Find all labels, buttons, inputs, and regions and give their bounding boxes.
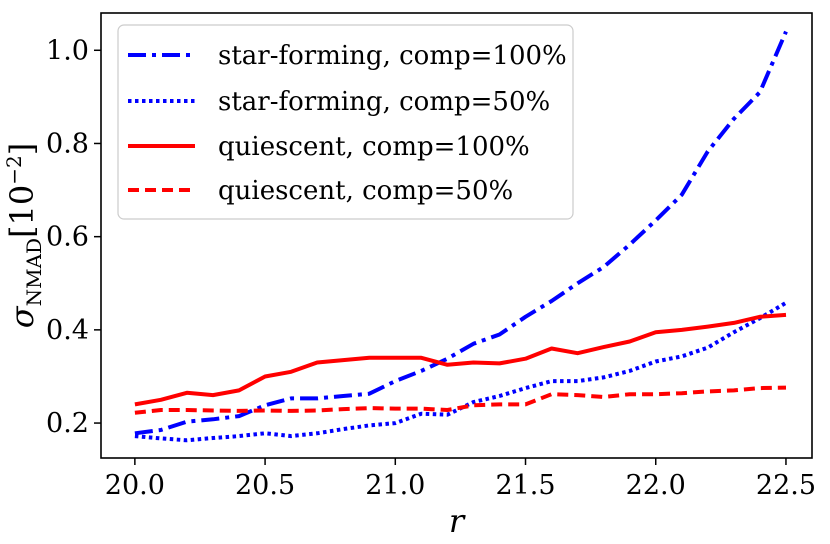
legend-label-3: quiescent, comp=100%	[218, 132, 530, 162]
y-axis-label-exponent: −2	[2, 155, 26, 184]
series-line-1	[134, 30, 788, 436]
y-tick-label: 0.4	[46, 315, 89, 346]
y-tick-label: 0.2	[46, 408, 89, 439]
x-tick-label: 21.0	[365, 470, 425, 501]
y-tick-label: 1.0	[46, 35, 89, 66]
legend-label-1: star-forming, comp=100%	[218, 41, 567, 71]
y-axis-label: σNMAD[10−2]	[2, 143, 46, 328]
legend-label-4: quiescent, comp=50%	[218, 176, 513, 206]
legend-box	[117, 24, 574, 220]
x-axis-label: r	[449, 502, 466, 540]
x-axis: 20.0 20.5 21.0 21.5 22.0 22.5	[105, 458, 816, 501]
y-tick-label: 0.8	[46, 128, 89, 159]
series-line-2	[134, 301, 788, 443]
series-layer	[134, 30, 788, 443]
x-tick-label: 22.5	[756, 470, 816, 501]
y-axis-label-unit-close: ]	[3, 143, 41, 155]
x-tick-label: 21.5	[495, 470, 555, 501]
series-line-3	[134, 312, 787, 407]
y-axis-label-subscript: NMAD	[22, 238, 46, 306]
plot-frame	[100, 12, 813, 459]
legend: star-forming, comp=100% star-forming, com…	[117, 24, 574, 220]
x-tick-label: 20.0	[105, 470, 165, 501]
x-tick-label: 22.0	[626, 470, 686, 501]
y-axis-label-symbol: σ	[3, 305, 41, 328]
series-line-4	[134, 385, 787, 415]
y-tick-label: 0.6	[46, 222, 89, 253]
legend-label-2: star-forming, comp=50%	[218, 87, 550, 117]
y-axis: 0.2 0.4 0.6 0.8 1.0	[46, 35, 101, 439]
y-axis-label-unit: [10	[3, 185, 41, 238]
x-tick-label: 20.5	[235, 470, 295, 501]
